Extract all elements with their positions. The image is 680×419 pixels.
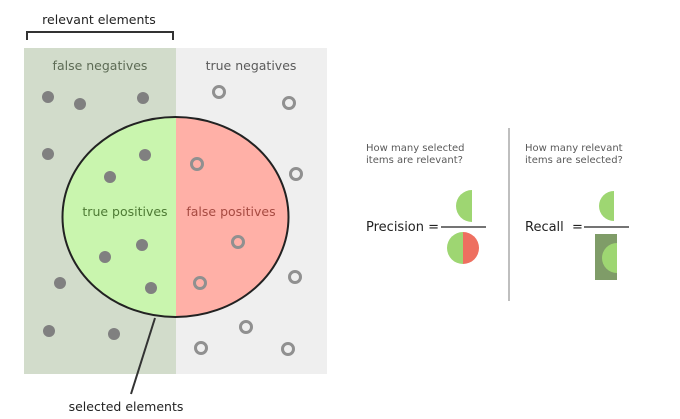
false-positive-ring (231, 235, 245, 249)
selected-ellipse-outline (61, 116, 290, 318)
false-positives-label: false positives (186, 204, 275, 219)
true-negative-ring (288, 270, 302, 284)
false-negative-dot (43, 325, 55, 337)
false-negative-dot (74, 98, 86, 110)
selected-elements-pointer (130, 317, 156, 395)
true-negative-ring (281, 342, 295, 356)
true-positives-label: true positives (82, 204, 167, 219)
precision-formula-label: Precision = (366, 220, 439, 235)
precision-denominator-icon (447, 232, 479, 264)
recall-question-line2: items are selected? (525, 155, 623, 166)
false-negatives-label: false negatives (53, 58, 148, 73)
true-negative-ring (194, 341, 208, 355)
true-positive-dot (104, 171, 116, 183)
recall-question-line1: How many relevant (525, 143, 623, 154)
precision-question-line1: How many selected (366, 143, 465, 154)
true-negative-ring (289, 167, 303, 181)
false-negative-dot (42, 148, 54, 160)
precision-numerator-icon (456, 190, 472, 222)
true-positive-dot (136, 239, 148, 251)
relevant-elements-bracket (26, 31, 174, 40)
selected-elements-label: selected elements (69, 399, 184, 414)
recall-denominator-icon (595, 234, 617, 280)
false-negative-dot (108, 328, 120, 340)
relevant-elements-label: relevant elements (42, 12, 156, 27)
recall-formula-label: Recall = (525, 220, 583, 235)
true-positive-dot (145, 282, 157, 294)
false-positive-ring (190, 157, 204, 171)
false-negative-dot (54, 277, 66, 289)
false-negative-dot (42, 91, 54, 103)
true-negative-ring (212, 85, 226, 99)
true-negative-ring (239, 320, 253, 334)
false-positive-ring (193, 276, 207, 290)
precision-question-line2: items are relevant? (366, 155, 463, 166)
false-negative-dot (137, 92, 149, 104)
true-positive-dot (99, 251, 111, 263)
true-negative-ring (282, 96, 296, 110)
true-positive-dot (139, 149, 151, 161)
recall-numerator-icon (599, 191, 614, 221)
true-negatives-label: true negatives (206, 58, 297, 73)
